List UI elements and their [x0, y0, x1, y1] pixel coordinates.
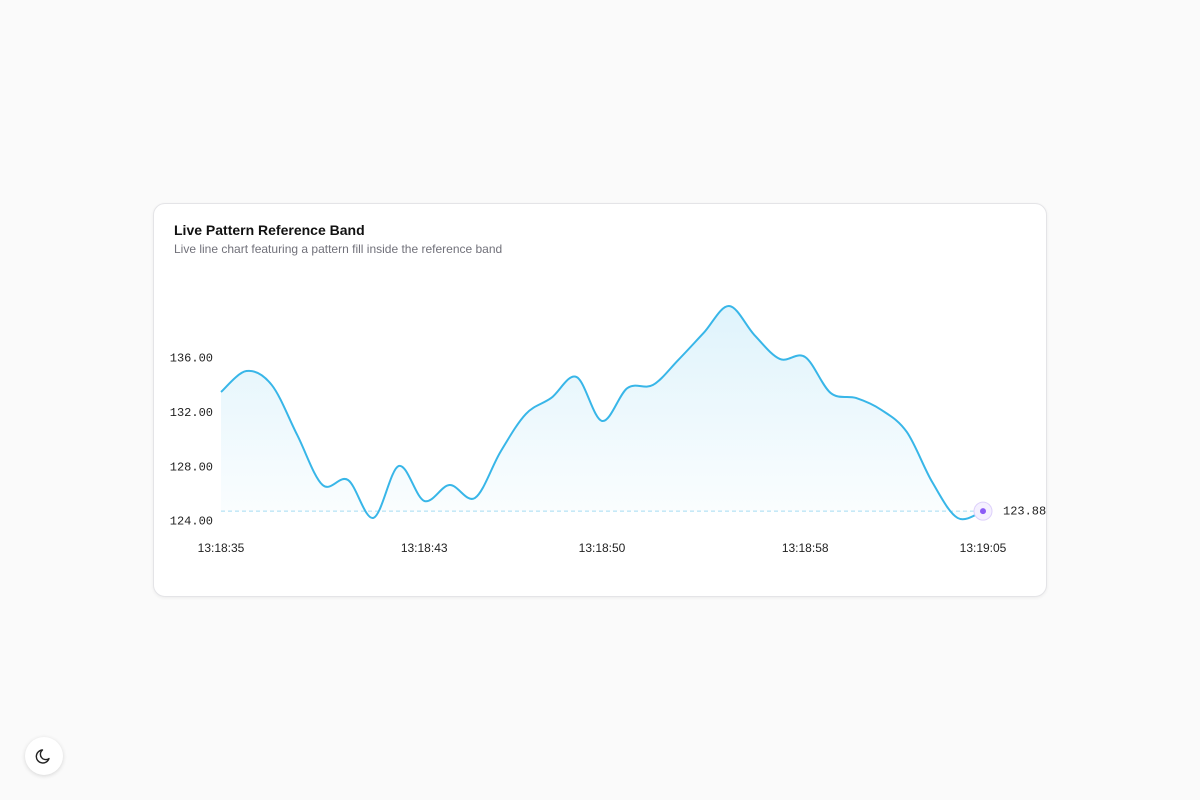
- chart-title: Live Pattern Reference Band: [174, 222, 365, 238]
- x-tick-label: 13:19:05: [960, 541, 1007, 555]
- area-fill: [221, 306, 983, 520]
- y-tick-label: 124.00: [170, 515, 213, 529]
- x-tick-label: 13:18:43: [401, 541, 448, 555]
- x-tick-label: 13:18:50: [579, 541, 626, 555]
- y-tick-label: 128.00: [170, 460, 213, 474]
- theme-toggle[interactable]: [25, 737, 63, 775]
- last-point: [980, 508, 986, 515]
- line: [220, 305, 984, 521]
- last-value-label: 123.88: [1003, 504, 1046, 518]
- moon-icon: [35, 749, 50, 764]
- y-tick-label: 132.00: [170, 406, 213, 420]
- y-tick-label: 136.00: [170, 351, 213, 365]
- chart-subtitle: Live line chart featuring a pattern fill…: [174, 242, 503, 256]
- x-tick-label: 13:18:58: [782, 541, 829, 555]
- x-tick-label: 13:18:35: [198, 541, 245, 555]
- chart-card: Live Pattern Reference Band Live line ch…: [153, 203, 1047, 597]
